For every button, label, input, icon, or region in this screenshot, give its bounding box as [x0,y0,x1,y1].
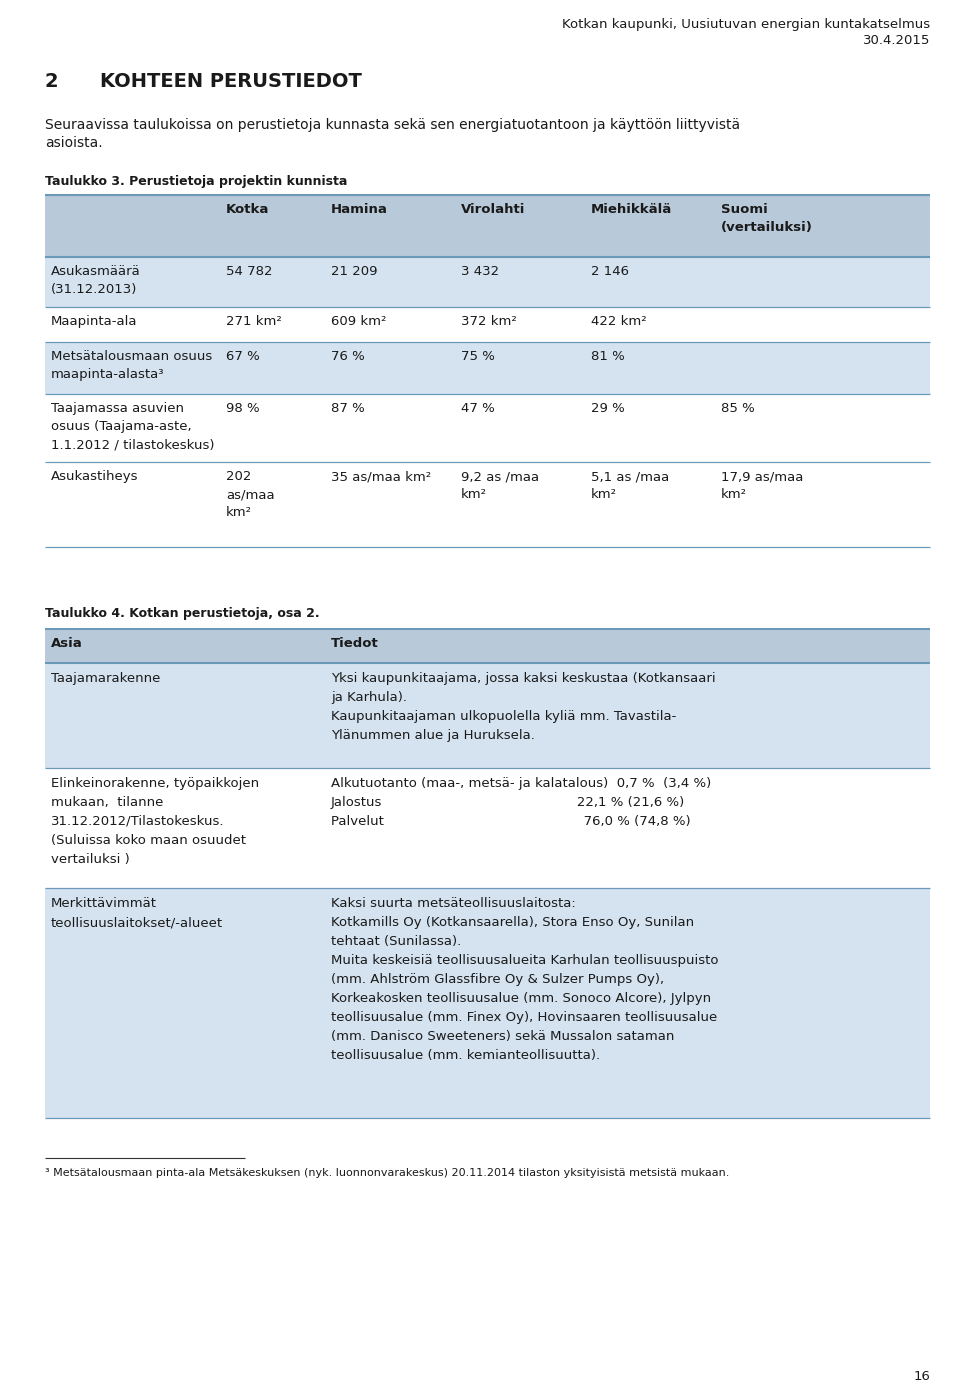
Bar [45,630,930,663]
Bar [45,195,930,257]
Text: (mm. Ahlström Glassfibre Oy & Sulzer Pumps Oy),: (mm. Ahlström Glassfibre Oy & Sulzer Pum… [331,973,664,986]
Text: osuus (Taajama-aste,: osuus (Taajama-aste, [51,420,192,434]
Bar [45,888,930,1118]
Text: 87 %: 87 % [331,402,365,416]
Text: km²: km² [461,488,487,500]
Text: 98 %: 98 % [226,402,259,416]
Text: km²: km² [721,488,747,500]
Text: KOHTEEN PERUSTIEDOT: KOHTEEN PERUSTIEDOT [100,72,362,90]
Text: Alkutuotanto (maa-, metsä- ja kalatalous)  0,7 %  (3,4 %): Alkutuotanto (maa-, metsä- ja kalatalous… [331,777,711,790]
Bar [45,257,930,307]
Text: Taajamassa asuvien: Taajamassa asuvien [51,402,184,416]
Text: tehtaat (Sunilassa).: tehtaat (Sunilassa). [331,935,461,948]
Text: Taulukko 3. Perustietoja projektin kunnista: Taulukko 3. Perustietoja projektin kunni… [45,175,348,188]
Text: mukaan,  tilanne: mukaan, tilanne [51,796,163,809]
Text: 1.1.2012 / tilastokeskus): 1.1.2012 / tilastokeskus) [51,438,214,450]
Text: 54 782: 54 782 [226,265,273,278]
Text: km²: km² [226,506,252,518]
Text: Kotkamills Oy (Kotkansaarella), Stora Enso Oy, Sunilan: Kotkamills Oy (Kotkansaarella), Stora En… [331,916,694,929]
Text: Virolahti: Virolahti [461,203,525,215]
Text: Metsätalousmaan osuus: Metsätalousmaan osuus [51,350,212,363]
Text: 3 432: 3 432 [461,265,499,278]
Text: ja Karhula).: ja Karhula). [331,691,407,703]
Text: Suomi: Suomi [721,203,768,215]
Text: 30.4.2015: 30.4.2015 [863,33,930,47]
Text: 75 %: 75 % [461,350,494,363]
Text: Ylänummen alue ja Huruksela.: Ylänummen alue ja Huruksela. [331,728,535,742]
Text: teollisuusalue (mm. kemianteollisuutta).: teollisuusalue (mm. kemianteollisuutta). [331,1049,600,1062]
Text: Kotka: Kotka [226,203,270,215]
Text: asioista.: asioista. [45,136,103,150]
Text: Maapinta-ala: Maapinta-ala [51,316,137,328]
Text: 609 km²: 609 km² [331,316,386,328]
Text: 2: 2 [45,72,59,90]
Text: Elinkeinorakenne, työpaikkojen: Elinkeinorakenne, työpaikkojen [51,777,259,790]
Text: Seuraavissa taulukoissa on perustietoja kunnasta sekä sen energiatuotantoon ja k: Seuraavissa taulukoissa on perustietoja … [45,118,740,132]
Text: Kotkan kaupunki, Uusiutuvan energian kuntakatselmus: Kotkan kaupunki, Uusiutuvan energian kun… [562,18,930,31]
Text: (vertailuksi): (vertailuksi) [721,221,813,234]
Text: Merkittävimmät: Merkittävimmät [51,897,157,910]
Text: Kaupunkitaajaman ulkopuolella kyliä mm. Tavastila-: Kaupunkitaajaman ulkopuolella kyliä mm. … [331,710,677,723]
Bar [45,663,930,769]
Text: 17,9 as/maa: 17,9 as/maa [721,470,804,482]
Text: Asia: Asia [51,637,83,651]
Text: Korkeakosken teollisuusalue (mm. Sonoco Alcore), Jylpyn: Korkeakosken teollisuusalue (mm. Sonoco … [331,992,711,1005]
Text: Hamina: Hamina [331,203,388,215]
Text: 5,1 as /maa: 5,1 as /maa [591,470,669,482]
Text: teollisuusalue (mm. Finex Oy), Hovinsaaren teollisuusalue: teollisuusalue (mm. Finex Oy), Hovinsaar… [331,1011,717,1024]
Text: 271 km²: 271 km² [226,316,281,328]
Text: Taajamarakenne: Taajamarakenne [51,671,160,685]
Text: maapinta-alasta³: maapinta-alasta³ [51,368,164,381]
Text: 35 as/maa km²: 35 as/maa km² [331,470,431,482]
Text: 16: 16 [913,1371,930,1383]
Text: vertailuksi ): vertailuksi ) [51,853,130,866]
Text: 9,2 as /maa: 9,2 as /maa [461,470,540,482]
Text: Asukasmäärä: Asukasmäärä [51,265,141,278]
Text: Yksi kaupunkitaajama, jossa kaksi keskustaa (Kotkansaari: Yksi kaupunkitaajama, jossa kaksi keskus… [331,671,715,685]
Text: Tiedot: Tiedot [331,637,379,651]
Text: 76 %: 76 % [331,350,365,363]
Text: ³ Metsätalousmaan pinta-ala Metsäkeskuksen (nyk. luonnonvarakeskus) 20.11.2014 t: ³ Metsätalousmaan pinta-ala Metsäkeskuks… [45,1168,730,1177]
Text: 202: 202 [226,470,252,482]
Text: 47 %: 47 % [461,402,494,416]
Text: 81 %: 81 % [591,350,625,363]
Text: Taulukko 4. Kotkan perustietoja, osa 2.: Taulukko 4. Kotkan perustietoja, osa 2. [45,607,320,620]
Text: teollisuuslaitokset/-alueet: teollisuuslaitokset/-alueet [51,916,223,929]
Text: km²: km² [591,488,617,500]
Text: 31.12.2012/Tilastokeskus.: 31.12.2012/Tilastokeskus. [51,815,225,828]
Text: 422 km²: 422 km² [591,316,647,328]
Text: 29 %: 29 % [591,402,625,416]
Text: 21 209: 21 209 [331,265,377,278]
Text: (Suluissa koko maan osuudet: (Suluissa koko maan osuudet [51,834,246,847]
Text: (31.12.2013): (31.12.2013) [51,284,137,296]
Text: (mm. Danisco Sweeteners) sekä Mussalon sataman: (mm. Danisco Sweeteners) sekä Mussalon s… [331,1030,674,1042]
Text: 2 146: 2 146 [591,265,629,278]
Text: 372 km²: 372 km² [461,316,516,328]
Text: Asukastiheys: Asukastiheys [51,470,138,482]
Text: Kaksi suurta metsäteollisuuslaitosta:: Kaksi suurta metsäteollisuuslaitosta: [331,897,576,910]
Text: 67 %: 67 % [226,350,260,363]
Text: Palvelut                                               76,0 % (74,8 %): Palvelut 76,0 % (74,8 %) [331,815,690,828]
Text: 85 %: 85 % [721,402,755,416]
Bar [45,342,930,393]
Text: Muita keskeisiä teollisuusalueita Karhulan teollisuuspuisto: Muita keskeisiä teollisuusalueita Karhul… [331,954,718,967]
Text: as/maa: as/maa [226,488,275,500]
Text: Miehikkälä: Miehikkälä [591,203,672,215]
Text: Jalostus                                              22,1 % (21,6 %): Jalostus 22,1 % (21,6 %) [331,796,685,809]
